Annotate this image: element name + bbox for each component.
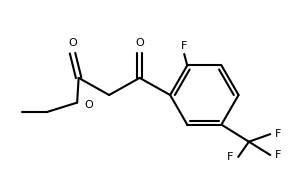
Text: F: F <box>275 150 281 160</box>
Text: O: O <box>68 38 77 48</box>
Text: O: O <box>85 100 94 109</box>
Text: F: F <box>275 129 281 139</box>
Text: O: O <box>135 38 144 48</box>
Text: F: F <box>227 152 234 162</box>
Text: F: F <box>181 41 187 51</box>
